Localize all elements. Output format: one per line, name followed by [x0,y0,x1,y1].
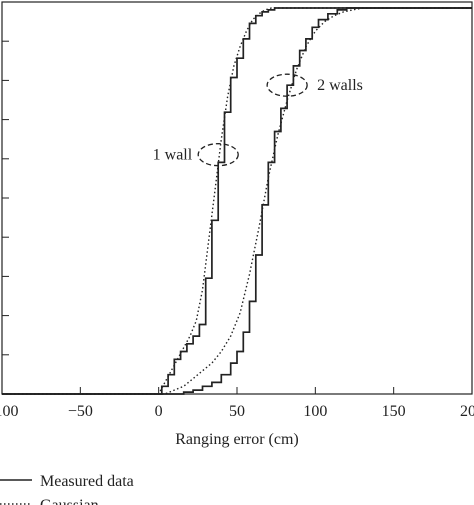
x-tick-label: 50 [229,403,245,420]
x-tick-label: 0 [155,403,163,420]
x-axis-ticks: −100 −50 0 50 100 150 200 [0,387,474,420]
legend: Measured data Gaussian [0,473,134,505]
annotation-label: 2 walls [317,77,363,94]
series-line-2-walls-solid [2,7,472,395]
series-line-1-wall-dotted [2,7,472,395]
annotation-layer: 1 wall 2 walls [153,73,363,167]
y-axis-ticks [2,1,9,395]
x-tick-label: 100 [303,403,327,420]
series-line-2-walls-dotted [2,7,472,395]
annotation-ellipse [197,143,239,167]
x-tick-label: −100 [0,403,19,420]
annotation-ellipse [266,73,308,97]
legend-label-gaussian: Gaussian [40,497,99,505]
x-tick-label: −50 [68,403,93,420]
x-axis-title: Ranging error (cm) [175,431,299,448]
series-layer [2,7,472,395]
series-line-1-wall-solid [2,7,472,395]
annotation-label: 1 wall [153,147,193,164]
x-tick-label: 150 [382,403,406,420]
x-tick-label: 200 [460,403,474,420]
legend-label-measured: Measured data [40,473,134,490]
